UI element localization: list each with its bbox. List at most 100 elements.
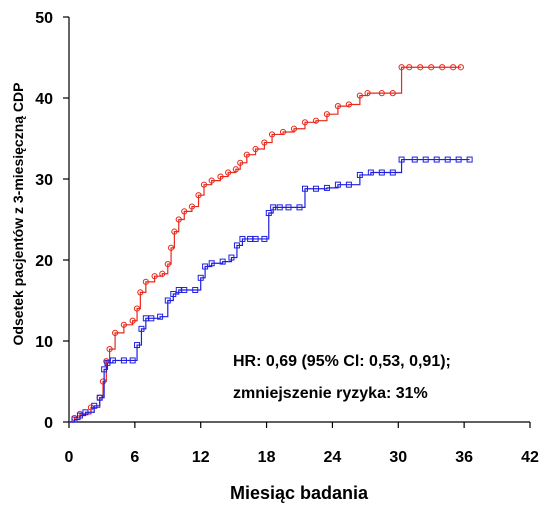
data-point [237, 159, 244, 166]
data-point [99, 378, 107, 385]
data-point [378, 169, 385, 176]
data-point [367, 169, 374, 176]
tick-labels: 0 6 12 18 24 30 36 42 0 10 20 30 40 50 [35, 10, 539, 466]
data-point [356, 92, 363, 99]
data-point [91, 402, 98, 409]
data-point [181, 208, 188, 215]
x-tick-label: 30 [389, 449, 407, 466]
y-tick-label: 20 [35, 253, 53, 270]
data-point [290, 125, 298, 132]
x-tick-label: 0 [65, 449, 74, 466]
data-point [261, 139, 268, 146]
data-point [301, 185, 308, 192]
data-point [422, 156, 429, 163]
x-tick-label: 24 [324, 449, 342, 466]
data-point [175, 216, 182, 223]
x-tick-label: 36 [455, 449, 473, 466]
data-point [444, 156, 451, 163]
data-point [112, 329, 119, 336]
data-point [225, 169, 232, 176]
data-point [151, 273, 158, 280]
data-point [103, 358, 110, 365]
data-point [202, 263, 209, 270]
data-point [195, 192, 202, 199]
data-point [252, 235, 259, 242]
data-point [82, 409, 89, 416]
data-point [129, 317, 136, 324]
data-point [296, 204, 303, 211]
data-point [439, 64, 446, 71]
data-point [457, 64, 464, 71]
x-tick-label: 6 [130, 449, 139, 466]
annotation-risk-reduction: zmniejszenie ryzyka: 31% [233, 385, 428, 402]
data-point [181, 286, 188, 293]
axes [63, 16, 531, 428]
data-point [167, 244, 175, 251]
data-point [364, 90, 371, 97]
data-point [389, 169, 396, 176]
x-tick-label: 12 [192, 449, 210, 466]
data-point [76, 412, 83, 419]
data-point [233, 242, 240, 249]
data-point [170, 291, 177, 298]
data-point [133, 305, 141, 312]
data-point [334, 181, 341, 188]
data-point [142, 278, 149, 285]
data-point [106, 346, 113, 353]
data-point [243, 151, 250, 158]
data-point [276, 204, 283, 211]
data-point [323, 184, 330, 191]
data-point [398, 64, 405, 71]
data-point [208, 177, 215, 184]
data-point [200, 181, 208, 188]
data-point [323, 111, 331, 118]
y-tick-label: 10 [35, 334, 53, 351]
y-axis-title: Odsetek pacjentów z 3-miesięczną CDP [10, 83, 26, 346]
y-tick-label: 30 [35, 172, 53, 189]
x-tick-label: 42 [521, 449, 539, 466]
data-point [134, 342, 141, 349]
data-point [252, 145, 259, 153]
data-point [279, 128, 287, 136]
data-point [129, 357, 136, 364]
data-point [71, 416, 78, 423]
data-point [345, 101, 352, 108]
data-point [378, 90, 385, 97]
data-point [157, 313, 164, 320]
data-point [120, 357, 127, 364]
data-point [261, 235, 268, 242]
data-point [417, 64, 424, 71]
data-point [159, 270, 166, 277]
y-tick-label: 40 [35, 91, 53, 108]
data-point [137, 289, 144, 296]
data-point [87, 404, 95, 411]
data-point [138, 325, 145, 332]
data-point [345, 181, 352, 188]
series-line [69, 158, 470, 423]
series-line [69, 66, 461, 423]
data-point [228, 254, 235, 261]
data-point [312, 117, 320, 124]
data-point [171, 228, 178, 235]
data-point [192, 286, 199, 293]
data-point [208, 260, 215, 267]
data-point [96, 394, 103, 401]
data-point [268, 131, 276, 138]
data-point [450, 64, 457, 71]
data-point [188, 203, 196, 210]
y-tick-label: 50 [35, 10, 53, 27]
x-tick-label: 18 [258, 449, 276, 466]
data-point [217, 173, 224, 180]
data-point [433, 156, 440, 163]
data-point [455, 156, 462, 163]
data-point [466, 156, 473, 163]
data-point [101, 366, 108, 373]
data-point [219, 258, 226, 265]
data-point [398, 156, 405, 163]
data-point [270, 204, 277, 211]
data-point [148, 315, 155, 322]
data-point [285, 204, 292, 211]
annotation-hr: HR: 0,69 (95% Cl: 0,53, 0,91); [233, 353, 451, 370]
data-point [164, 297, 171, 304]
